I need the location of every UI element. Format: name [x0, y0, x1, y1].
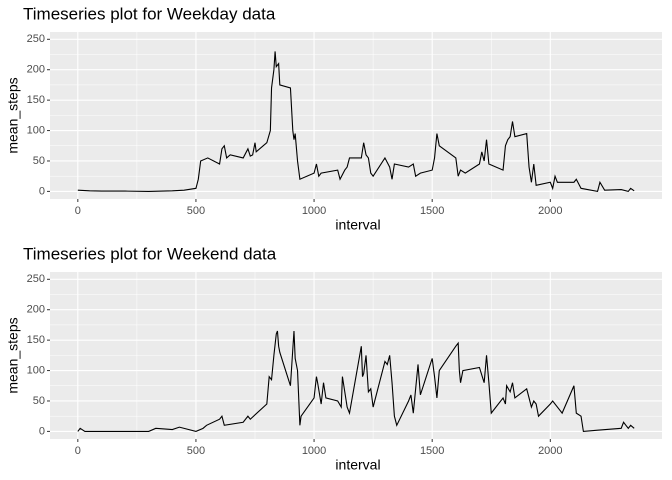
y-tick-label: 50: [33, 395, 45, 407]
x-tick-label: 0: [75, 205, 81, 217]
y-tick-label: 250: [27, 33, 45, 45]
y-tick-label: 100: [27, 364, 45, 376]
x-tick-label: 500: [187, 205, 205, 217]
data-line: [77, 51, 635, 193]
x-tick-label: 500: [187, 445, 205, 457]
x-axis-title: interval: [335, 457, 380, 473]
x-tick-label: 1000: [302, 445, 326, 457]
y-tick-label: 0: [39, 185, 45, 197]
chart-title: Timeseries plot for Weekend data: [23, 244, 277, 263]
x-tick-label: 0: [75, 445, 81, 457]
x-tick-label: 1500: [420, 445, 444, 457]
x-tick-label: 2000: [538, 445, 562, 457]
y-tick-label: 0: [39, 425, 45, 437]
x-tick-label: 1000: [302, 205, 326, 217]
data-line: [77, 330, 635, 432]
y-tick-label: 200: [27, 304, 45, 316]
x-axis-title: interval: [335, 217, 380, 233]
y-tick-label: 250: [27, 273, 45, 285]
y-axis-title: mean_steps: [5, 317, 21, 393]
y-tick-label: 50: [33, 155, 45, 167]
y-tick-label: 100: [27, 124, 45, 136]
y-tick-label: 200: [27, 64, 45, 76]
x-tick-label: 1500: [420, 205, 444, 217]
chart-title: Timeseries plot for Weekday data: [23, 4, 276, 23]
x-tick-label: 2000: [538, 205, 562, 217]
y-tick-label: 150: [27, 334, 45, 346]
y-tick-label: 150: [27, 94, 45, 106]
y-axis-title: mean_steps: [5, 77, 21, 153]
